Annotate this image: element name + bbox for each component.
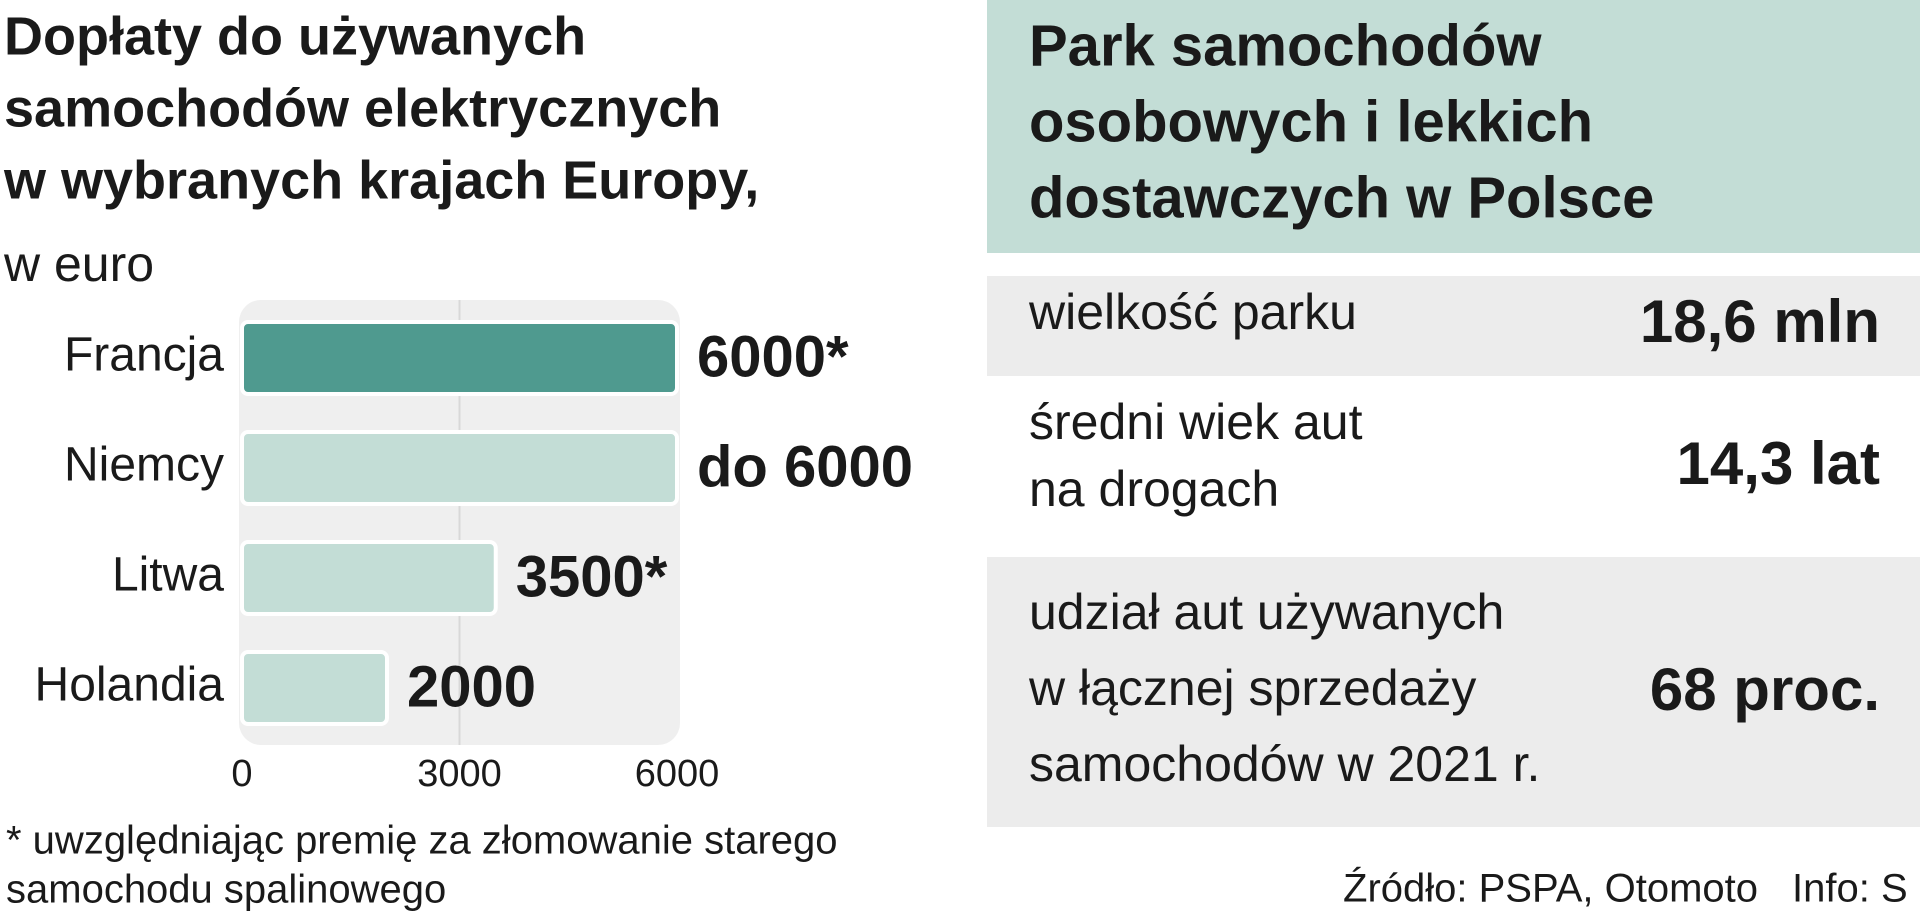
row-bg xyxy=(987,276,1920,376)
source: Źródło: PSPA, Otomoto xyxy=(1343,866,1758,911)
row-label: samochodów w 2021 r. xyxy=(1029,736,1540,792)
table-title: osobowych i lekkich xyxy=(1029,89,1593,154)
y-tick-label: Niemcy xyxy=(64,439,224,492)
x-tick-label: 3000 xyxy=(417,753,502,795)
y-tick-label: Francja xyxy=(64,329,224,382)
chart-subtitle: w euro xyxy=(3,236,154,292)
table-title: Park samochodów xyxy=(1029,13,1542,78)
row-label: wielkość parku xyxy=(1028,284,1357,340)
row-value: 14,3 lat xyxy=(1677,430,1880,497)
bar xyxy=(240,320,679,396)
y-tick-label: Litwa xyxy=(112,549,224,602)
row-label: na drogach xyxy=(1029,461,1279,517)
x-tick-label: 6000 xyxy=(635,753,720,795)
row-bg xyxy=(987,557,1920,827)
row-label: w łącznej sprzedaży xyxy=(1028,660,1476,716)
bar xyxy=(240,540,498,616)
row-value: 18,6 mln xyxy=(1640,288,1880,355)
y-tick-label: Holandia xyxy=(35,659,225,712)
row-label: udział aut używanych xyxy=(1029,584,1504,640)
x-tick-label: 0 xyxy=(231,753,252,795)
chart-title: w wybranych krajach Europy, xyxy=(3,150,759,210)
bar xyxy=(240,430,679,506)
credit: Info: S xyxy=(1792,867,1908,911)
table-title: dostawczych w Polsce xyxy=(1029,165,1654,230)
value-label: 2000 xyxy=(407,654,536,719)
value-label: 6000* xyxy=(697,324,849,389)
row-label: średni wiek aut xyxy=(1029,394,1363,450)
value-label: 3500* xyxy=(516,544,668,609)
chart-title: Dopłaty do używanych xyxy=(4,6,586,66)
value-label: do 6000 xyxy=(697,434,913,499)
table-header-bg xyxy=(987,0,1920,253)
chart-title: samochodów elektrycznych xyxy=(4,78,721,138)
bar xyxy=(240,650,389,726)
footnote: * uwzględniając premię za złomowanie sta… xyxy=(6,819,838,863)
footnote: samochodu spalinowego xyxy=(6,868,446,912)
row-value: 68 proc. xyxy=(1650,656,1880,723)
